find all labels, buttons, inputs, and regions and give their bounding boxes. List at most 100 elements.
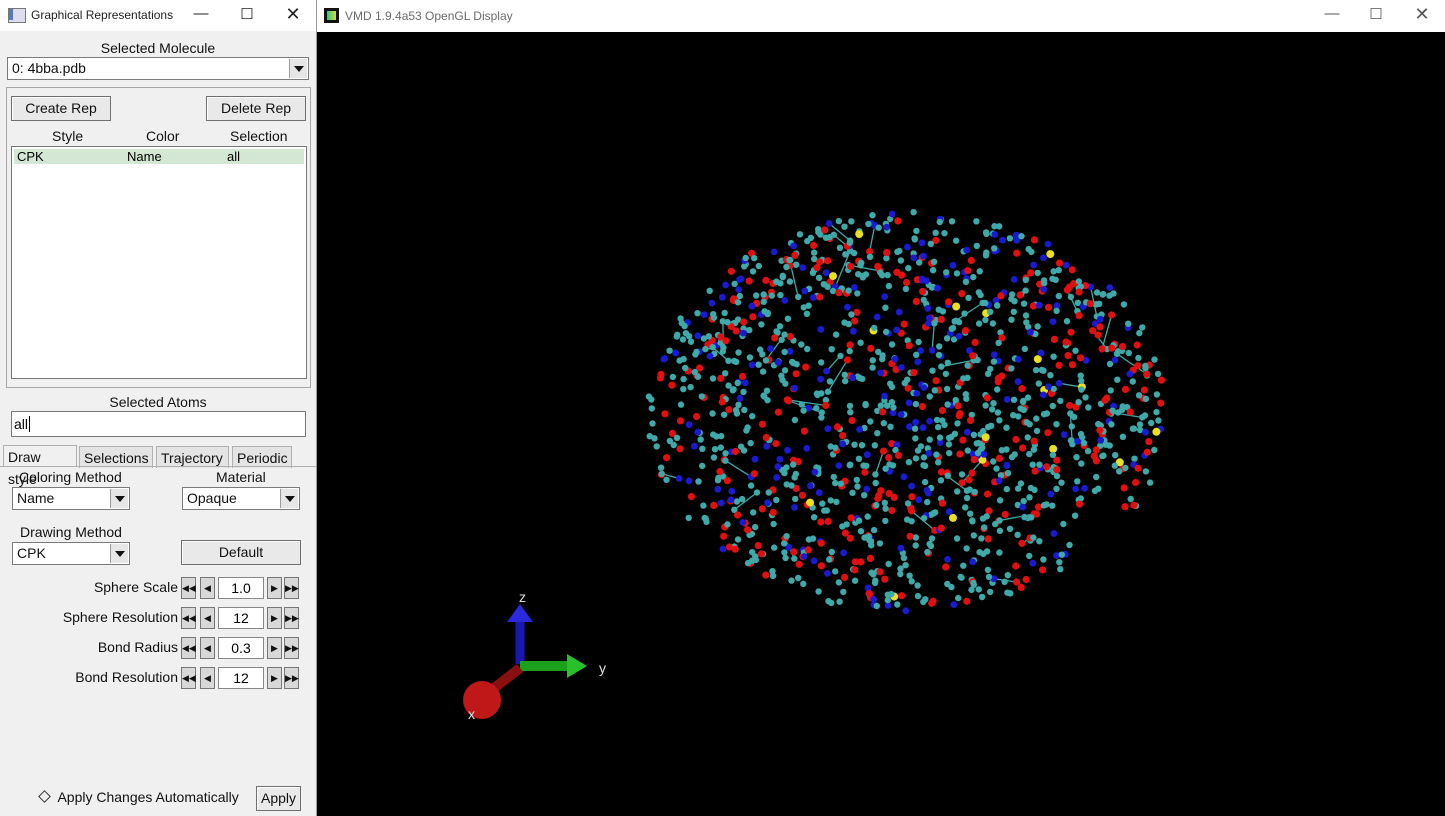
maximize-icon[interactable]: ☐ <box>240 6 254 23</box>
atom <box>996 549 1003 556</box>
apply-auto-checkbox[interactable]: Apply Changes Automatically <box>38 789 239 807</box>
tab-draw-style[interactable]: Draw style <box>3 445 77 487</box>
atom <box>1084 447 1092 455</box>
atom <box>996 517 1003 524</box>
coloring-method-select[interactable]: Name <box>12 487 130 510</box>
atom <box>818 414 825 421</box>
atom <box>954 488 961 495</box>
atom <box>894 248 901 255</box>
atom <box>1075 288 1083 296</box>
rep-window-titlebar[interactable]: Graphical Representations — ☐ ✕ <box>0 0 316 31</box>
atom <box>1044 429 1052 437</box>
atom <box>1067 293 1075 301</box>
sphere-scale-input[interactable]: 1.0 <box>218 577 264 599</box>
decrease-icon[interactable]: ◀ <box>200 607 215 629</box>
tab-trajectory[interactable]: Trajectory <box>156 446 229 468</box>
reps-list[interactable]: CPK Name all <box>11 146 307 379</box>
atom <box>753 489 761 496</box>
fast-decrease-icon[interactable]: ◀◀ <box>181 667 196 689</box>
fast-increase-icon[interactable]: ▶▶ <box>284 577 299 599</box>
selected-atoms-input[interactable]: all <box>11 411 306 437</box>
close-icon[interactable]: ✕ <box>1414 4 1430 24</box>
chevron-down-icon[interactable] <box>110 544 128 563</box>
atom <box>927 240 934 247</box>
atom <box>734 299 742 306</box>
molecule-select[interactable]: 0: 4bba.pdb <box>7 57 309 80</box>
decrease-icon[interactable]: ◀ <box>200 637 215 659</box>
atom <box>913 227 920 235</box>
close-icon[interactable]: ✕ <box>285 4 301 24</box>
atom <box>714 477 722 484</box>
atom <box>757 346 764 353</box>
atom <box>944 580 951 588</box>
fast-decrease-icon[interactable]: ◀◀ <box>181 607 196 629</box>
atom <box>1116 468 1123 475</box>
fast-increase-icon[interactable]: ▶▶ <box>284 637 299 659</box>
default-button[interactable]: Default <box>181 540 301 565</box>
bond-radius-input[interactable]: 0.3 <box>218 637 264 659</box>
atom <box>846 347 853 355</box>
atom <box>1030 534 1037 541</box>
atom <box>904 500 912 507</box>
drawing-method-select[interactable]: CPK <box>12 542 130 565</box>
apply-button[interactable]: Apply <box>256 786 301 811</box>
delete-rep-button[interactable]: Delete Rep <box>206 96 306 121</box>
atom <box>830 473 837 481</box>
increase-icon[interactable]: ▶ <box>267 667 282 689</box>
fast-increase-icon[interactable]: ▶▶ <box>284 607 299 629</box>
gl-window-titlebar[interactable]: VMD 1.9.4a53 OpenGL Display — ☐ ✕ <box>317 0 1445 32</box>
fast-decrease-icon[interactable]: ◀◀ <box>181 637 196 659</box>
atom <box>786 332 794 341</box>
atom <box>930 258 938 265</box>
atom <box>968 586 975 594</box>
atom <box>1019 444 1027 452</box>
material-select[interactable]: Opaque <box>182 487 300 510</box>
fast-decrease-icon[interactable]: ◀◀ <box>181 577 196 599</box>
table-row[interactable]: CPK Name all <box>14 149 304 164</box>
increase-icon[interactable]: ▶ <box>267 637 282 659</box>
atom <box>771 544 778 551</box>
increase-icon[interactable]: ▶ <box>267 607 282 629</box>
minimize-icon[interactable]: — <box>1324 5 1340 22</box>
minimize-icon[interactable]: — <box>193 5 209 22</box>
opengl-display-window: VMD 1.9.4a53 OpenGL Display — ☐ ✕ z y x <box>317 0 1445 816</box>
atom <box>948 325 955 332</box>
molecule-viewport[interactable]: z y x <box>317 32 1445 816</box>
atom <box>801 287 809 295</box>
atom <box>738 372 747 380</box>
atom <box>794 458 802 466</box>
atom <box>798 401 805 408</box>
diamond-checkbox-icon[interactable] <box>38 790 51 803</box>
decrease-icon[interactable]: ◀ <box>200 667 215 689</box>
atom <box>731 447 740 456</box>
atom <box>855 230 864 239</box>
atom <box>919 424 927 432</box>
atom <box>1047 490 1055 498</box>
atom <box>1142 395 1150 402</box>
atom <box>1077 372 1084 379</box>
atom <box>1063 286 1071 294</box>
maximize-icon[interactable]: ☐ <box>1369 6 1383 23</box>
atom <box>870 526 878 534</box>
atom <box>926 393 933 400</box>
atom <box>945 434 953 442</box>
bond <box>1089 286 1098 317</box>
atom <box>748 361 756 369</box>
atom <box>668 429 676 437</box>
bond-resolution-input[interactable]: 12 <box>218 667 264 689</box>
tab-periodic[interactable]: Periodic <box>232 446 292 468</box>
create-rep-button[interactable]: Create Rep <box>11 96 111 121</box>
atom <box>908 493 916 501</box>
atom <box>1007 590 1014 597</box>
fast-increase-icon[interactable]: ▶▶ <box>284 667 299 689</box>
decrease-icon[interactable]: ◀ <box>200 577 215 599</box>
atom <box>1047 372 1054 379</box>
sphere-resolution-input[interactable]: 12 <box>218 607 264 629</box>
chevron-down-icon[interactable] <box>110 489 128 508</box>
chevron-down-icon[interactable] <box>289 59 307 78</box>
tab-selections[interactable]: Selections <box>79 446 153 468</box>
chevron-down-icon[interactable] <box>280 489 298 508</box>
atom <box>1026 494 1033 501</box>
atom <box>1142 362 1149 370</box>
increase-icon[interactable]: ▶ <box>267 577 282 599</box>
